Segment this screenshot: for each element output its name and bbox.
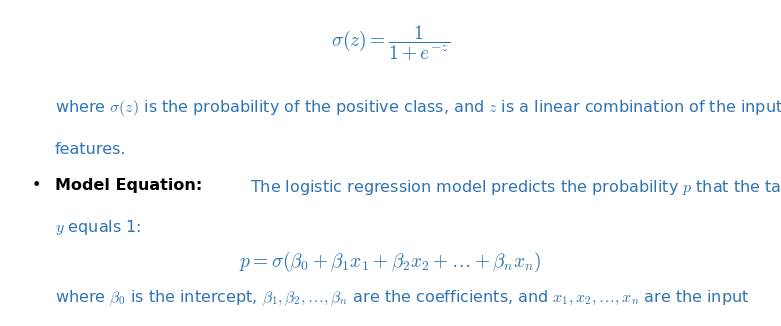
Text: Model Equation:: Model Equation: bbox=[55, 178, 202, 193]
Text: The logistic regression model predicts the probability $p$ that the target varia: The logistic regression model predicts t… bbox=[244, 178, 781, 197]
Text: •: • bbox=[31, 178, 41, 193]
Text: features.: features. bbox=[55, 142, 127, 157]
Text: $p = \sigma(\beta_0 + \beta_1 x_1 + \beta_2 x_2 + \ldots + \beta_n x_n)$: $p = \sigma(\beta_0 + \beta_1 x_1 + \bet… bbox=[239, 249, 542, 274]
Text: where $\sigma(z)$ is the probability of the positive class, and $z$ is a linear : where $\sigma(z)$ is the probability of … bbox=[55, 98, 781, 118]
Text: where $\beta_0$ is the intercept, $\beta_1, \beta_2, \ldots, \beta_n$ are the co: where $\beta_0$ is the intercept, $\beta… bbox=[55, 289, 749, 308]
Text: $y$ equals 1:: $y$ equals 1: bbox=[55, 218, 141, 237]
Text: $\sigma(z) = \dfrac{1}{1 + e^{-z}}$: $\sigma(z) = \dfrac{1}{1 + e^{-z}}$ bbox=[331, 23, 450, 62]
